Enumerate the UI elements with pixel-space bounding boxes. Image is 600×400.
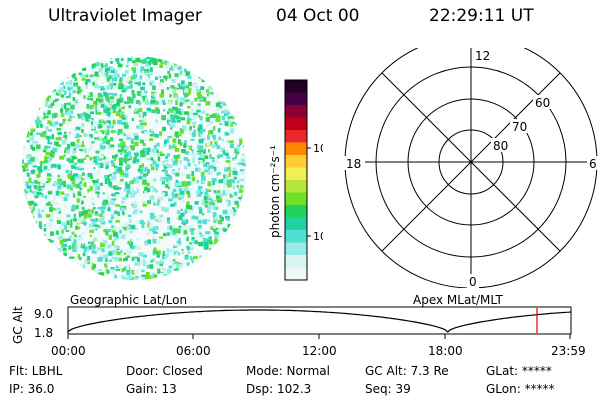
- mlt-label-18: 18: [346, 157, 361, 171]
- glat-readout: GLat: *****: [486, 364, 552, 378]
- lat-label-70: 70: [512, 120, 527, 134]
- timeline-x-tick-0000: 00:00: [51, 344, 86, 358]
- colorbar-cell: [285, 230, 307, 243]
- timeline-y-tick-9: 9.0: [34, 307, 53, 321]
- time-label: 22:29:11 UT: [429, 6, 534, 26]
- date-label: 04 Oct 00: [276, 6, 360, 26]
- timeline-x-tick-1200: 12:00: [302, 344, 337, 358]
- lat-label-60: 60: [535, 96, 550, 110]
- colorbar-panel: 100 10 photon cm⁻²s⁻¹: [268, 79, 323, 281]
- ip-readout: IP: 36.0: [9, 382, 55, 396]
- timeline-y-tick-1-8: 1.8: [34, 326, 53, 340]
- timeline-x-tick-0600: 06:00: [176, 344, 211, 358]
- dsp-readout: Dsp: 102.3: [246, 382, 312, 396]
- timeline-frame: [67, 306, 572, 335]
- colorbar-cell: [285, 80, 307, 93]
- timeline-left-title: Geographic Lat/Lon: [70, 293, 187, 307]
- gain-readout: Gain: 13: [126, 382, 177, 396]
- colorbar-cell: [285, 155, 307, 168]
- colorbar-tick-label-10: 10: [313, 230, 323, 243]
- colorbar-unit-label: photon cm⁻²s⁻¹: [268, 145, 282, 238]
- mlt-label-0: 0: [469, 275, 477, 288]
- colorbar-cell: [285, 117, 307, 131]
- mlt-label-12: 12: [475, 49, 490, 63]
- glon-readout: GLon: *****: [486, 382, 555, 396]
- colorbar-cell: [285, 205, 307, 218]
- colorbar-tick-label-100: 100: [313, 142, 323, 155]
- gc-alt-readout: GC Alt: 7.3 Re: [365, 364, 449, 378]
- colorbar-cell: [285, 217, 307, 231]
- colorbar-cell: [285, 167, 307, 181]
- colorbar-cell: [285, 92, 307, 106]
- lat-label-80: 80: [493, 139, 508, 153]
- meridian-diag-b: [381, 72, 561, 252]
- uv-image-panel: [22, 56, 246, 280]
- colorbar-cell: [285, 105, 307, 118]
- door-readout: Door: Closed: [126, 364, 203, 378]
- timeline-y-axis-label: GC Alt: [11, 306, 25, 344]
- app-title: Ultraviolet Imager: [48, 6, 202, 26]
- colorbar-cell: [285, 267, 307, 281]
- timeline-right-title: Apex MLat/MLT: [413, 293, 503, 307]
- colorbar-cell: [285, 192, 307, 206]
- colorbar-cell: [285, 130, 307, 143]
- colorbar-scale: [285, 80, 307, 281]
- mode-readout: Mode: Normal: [246, 364, 330, 378]
- seq-readout: Seq: 39: [365, 382, 411, 396]
- polar-grid: 12 18 6 0 60 70 80: [343, 48, 599, 288]
- timeline-x-tick-1800: 18:00: [428, 344, 463, 358]
- altitude-timeline: Geographic Lat/Lon Apex MLat/MLT GC Alt …: [11, 293, 586, 358]
- colorbar-frame: [284, 79, 308, 281]
- colorbar-cell: [285, 142, 307, 156]
- colorbar-cell: [285, 242, 307, 256]
- filter-readout: Flt: LBHL: [9, 364, 63, 378]
- uv-image-disk: [22, 56, 246, 280]
- colorbar-cell: [285, 180, 307, 193]
- mlt-label-6: 6: [589, 157, 597, 171]
- timeline-x-tick-2359: 23:59: [551, 344, 586, 358]
- colorbar-cell: [285, 255, 307, 268]
- altitude-curve: [67, 309, 572, 333]
